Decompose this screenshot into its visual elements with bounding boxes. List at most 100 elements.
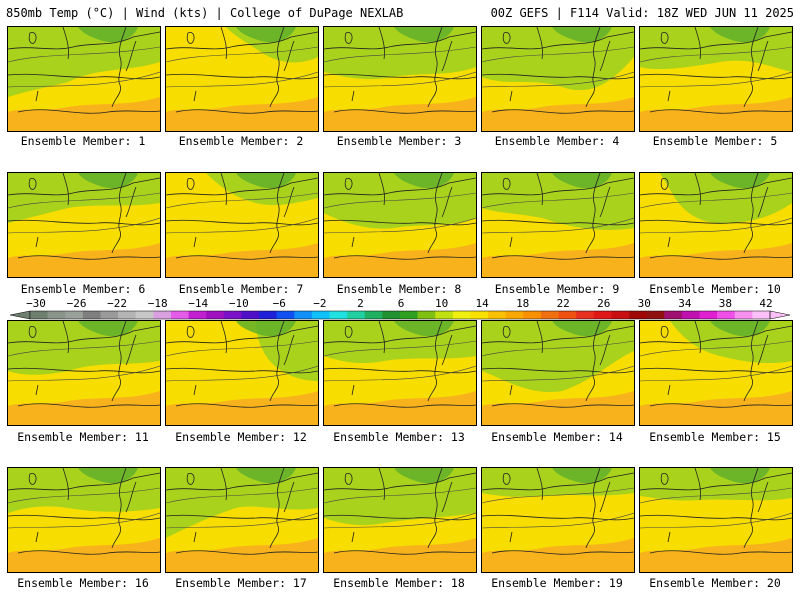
ensemble-member-map [165,26,319,132]
map-field [8,173,160,277]
colorbar-swatch [611,311,630,319]
ensemble-member-label: Ensemble Member: 2 [178,134,304,148]
colorbar-swatch [153,311,172,319]
colorbar-swatch [259,311,277,319]
map-field [640,468,792,572]
map-field [324,173,476,277]
ensemble-member-map [639,26,793,132]
map-field [482,27,634,131]
colorbar-swatch [100,311,119,319]
ensemble-member-map [481,320,635,426]
colorbar-tick-label: −2 [313,297,326,310]
colorbar-swatch [699,311,718,319]
colorbar-tick-label: 22 [557,297,570,310]
colorbar-swatch [30,311,48,319]
ensemble-member-label: Ensemble Member: 8 [336,282,462,296]
map-field [640,321,792,425]
map-field [8,468,160,572]
ensemble-member-map [323,26,477,132]
map-field [324,468,476,572]
colorbar-swatch [734,311,753,319]
colorbar-arrow-high [769,310,791,320]
ensemble-member-label: Ensemble Member: 4 [494,134,620,148]
ensemble-member-label: Ensemble Member: 15 [649,430,781,444]
map-field [640,173,792,277]
ensemble-member-map [7,172,161,278]
colorbar-swatch [435,311,454,319]
colorbar-swatch [82,311,101,319]
ensemble-member-label: Ensemble Member: 17 [175,576,307,590]
map-field [482,468,634,572]
colorbar-tick-label: 18 [516,297,529,310]
map-field [482,321,634,425]
colorbar-swatch [170,311,189,319]
ensemble-member-map [323,467,477,573]
colorbar-swatch [188,311,207,319]
colorbar-tick-label: 42 [759,297,772,310]
ensemble-member-label: Ensemble Member: 3 [336,134,462,148]
colorbar-tick-label: 10 [435,297,448,310]
ensemble-member-label: Ensemble Member: 20 [649,576,781,590]
colorbar-swatch [681,311,700,319]
colorbar-swatch [294,311,313,319]
colorbar-swatch [452,311,471,319]
colorbar-swatch [206,311,225,319]
colorbar-graphic: −30 −26 −22 −18 −14 −10 −6 −2 2 6 10 14 18 22 26 30 34 38… [9,297,791,320]
colorbar-swatch [329,311,348,319]
colorbar-arrow-low [9,310,31,320]
colorbar-swatch [523,311,542,319]
colorbar-swatch [488,311,507,319]
ensemble-member-map [639,320,793,426]
colorbar-swatch [558,311,577,319]
colorbar-tick-label: 30 [638,297,651,310]
ensemble-member-map [7,26,161,132]
ensemble-member-map [639,172,793,278]
colorbar-swatch [118,311,137,319]
colorbar-swatch [276,311,295,319]
ensemble-member-label: Ensemble Member: 13 [333,430,465,444]
colorbar-swatch [505,311,524,319]
map-field [166,321,318,425]
colorbar-swatch [470,311,489,319]
colorbar-tick-label: 26 [597,297,610,310]
header-title-left: 850mb Temp (°C) | Wind (kts) | College o… [6,6,404,20]
ensemble-member-label: Ensemble Member: 18 [333,576,465,590]
ensemble-member-map [481,26,635,132]
colorbar-swatch [717,311,736,319]
map-field [640,27,792,131]
colorbar-swatch [347,311,366,319]
colorbar: −30 −26 −22 −18 −14 −10 −6 −2 2 6 10 14 18 22 26 30 34 38… [0,296,800,322]
ensemble-member-map [639,467,793,573]
colorbar-swatch [47,311,66,319]
colorbar-swatch [417,311,436,319]
ensemble-member-label: Ensemble Member: 14 [491,430,623,444]
ensemble-member-map [7,467,161,573]
colorbar-swatch [629,311,647,319]
ensemble-member-label: Ensemble Member: 19 [491,576,623,590]
colorbar-swatch [576,311,595,319]
colorbar-tick-label: −26 [67,297,87,310]
colorbar-tick-label: −6 [273,297,286,310]
ensemble-member-map [165,467,319,573]
ensemble-member-label: Ensemble Member: 12 [175,430,307,444]
ensemble-member-map [481,467,635,573]
map-field [8,321,160,425]
colorbar-swatch [223,311,242,319]
colorbar-swatch [65,311,84,319]
colorbar-swatch [646,311,665,319]
colorbar-tick-label: 38 [719,297,732,310]
colorbar-tick-label: −22 [107,297,127,310]
map-field [324,321,476,425]
ensemble-member-label: Ensemble Member: 1 [20,134,146,148]
colorbar-tick-label: −18 [148,297,168,310]
colorbar-swatch [664,311,683,319]
colorbar-swatch [382,311,401,319]
colorbar-swatch [135,311,154,319]
colorbar-tick-label: −14 [188,297,208,310]
colorbar-tick-label: 2 [357,297,364,310]
ensemble-member-label: Ensemble Member: 10 [649,282,781,296]
colorbar-swatch [400,311,418,319]
ensemble-member-map [7,320,161,426]
colorbar-tick-label: 6 [398,297,405,310]
colorbar-swatch [593,311,612,319]
